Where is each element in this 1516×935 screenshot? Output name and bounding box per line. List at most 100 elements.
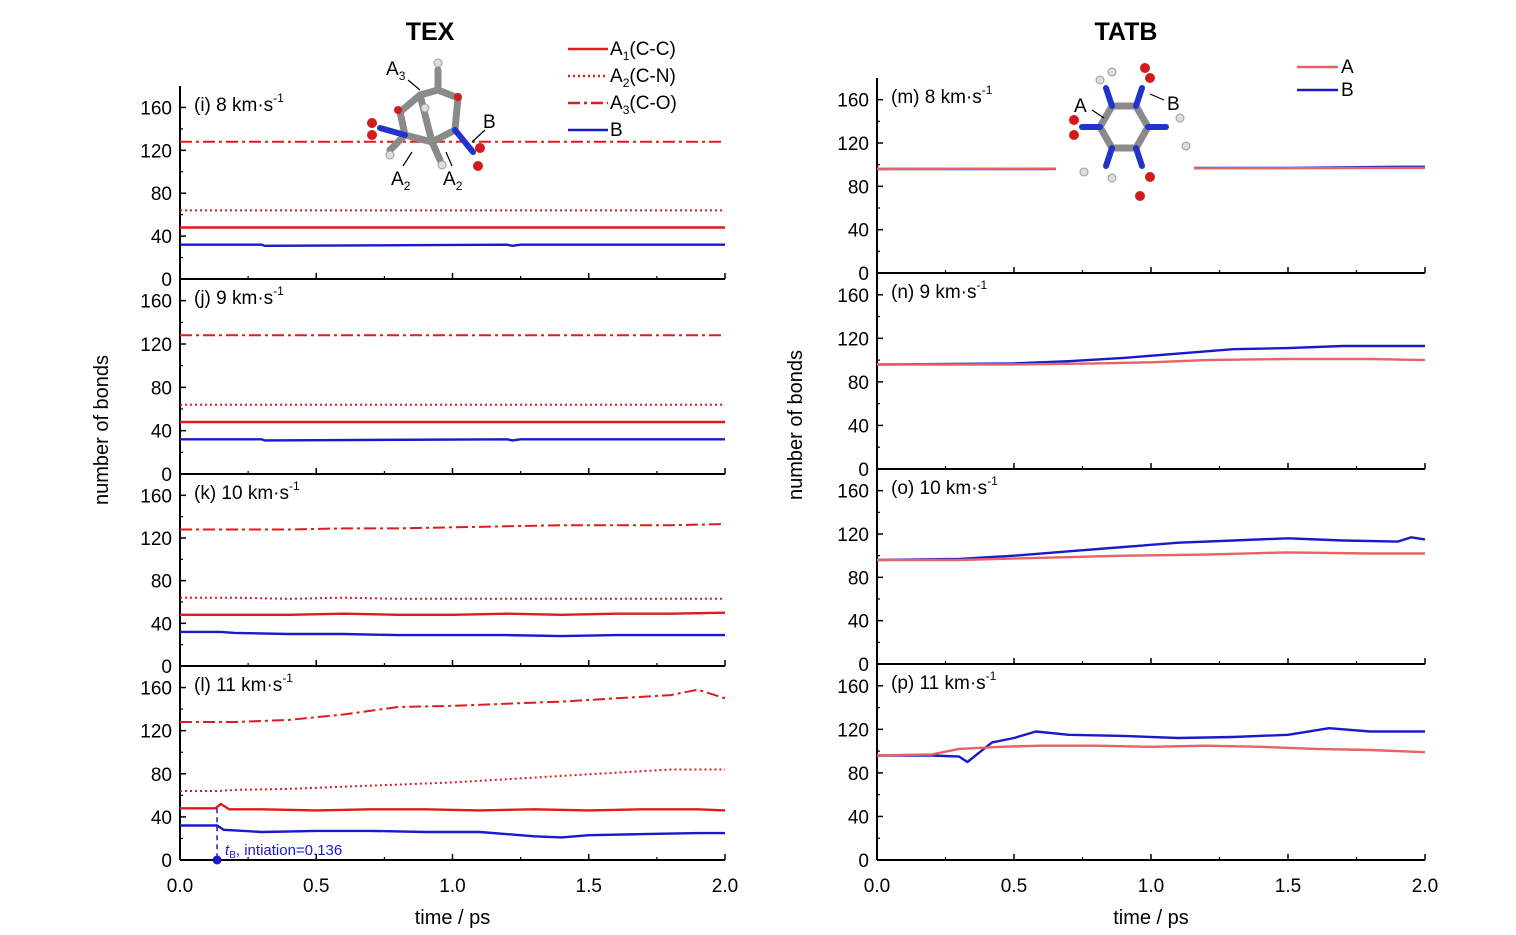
y-tick-label: 0 bbox=[858, 655, 869, 676]
x-tick-label: 1.0 bbox=[439, 876, 465, 897]
y-tick-label: 80 bbox=[151, 765, 172, 786]
y-tick-label: 40 bbox=[848, 612, 869, 633]
y-tick-label: 120 bbox=[837, 720, 869, 741]
legend-label: A bbox=[1341, 57, 1354, 78]
y-tick-label: 120 bbox=[837, 329, 869, 350]
tatb-column-title: TATB bbox=[1095, 18, 1158, 46]
x-tick-label: 2.0 bbox=[1412, 876, 1438, 897]
legend-item: B bbox=[1297, 80, 1354, 101]
legend-item: A2(C-N) bbox=[568, 66, 676, 90]
panel-tex-10: 0 40 80 120 160 (k) 10 km·s-1 bbox=[140, 474, 726, 678]
y-tick-label: 160 bbox=[140, 486, 172, 507]
panel-label: (p) 11 km·s-1 bbox=[891, 669, 997, 694]
tex-ylabel: number of bonds bbox=[91, 355, 113, 505]
y-tick-label: 40 bbox=[151, 227, 172, 248]
legend-item: A bbox=[1297, 57, 1354, 78]
panel-label: (i) 8 km·s-1 bbox=[194, 91, 284, 116]
legend-label: B bbox=[1341, 80, 1354, 101]
y-tick-label: 120 bbox=[140, 141, 172, 162]
initiation-annotation: tB, intiation=0.136 bbox=[225, 842, 342, 861]
series-line-a1-c-c- bbox=[180, 802, 726, 812]
series-line-b bbox=[180, 243, 725, 247]
y-tick-label: 80 bbox=[848, 568, 869, 589]
y-tick-label: 160 bbox=[140, 292, 172, 313]
tex-molecule-image: A3 B A2 A2 bbox=[367, 58, 496, 193]
y-tick-label: 40 bbox=[151, 422, 172, 443]
series-line-a bbox=[877, 551, 1425, 562]
y-tick-label: 0 bbox=[858, 851, 869, 872]
series-line-b bbox=[180, 824, 725, 839]
legend-label: A2(C-N) bbox=[610, 66, 676, 90]
y-tick-label: 80 bbox=[848, 764, 869, 785]
y-tick-label: 80 bbox=[151, 184, 172, 205]
y-tick-label: 40 bbox=[848, 416, 869, 437]
panel-tatb-10: 0 40 80 120 160 (o) 10 km·s-1 bbox=[837, 469, 1426, 676]
legend-item: A3(C-O) bbox=[568, 93, 677, 117]
y-tick-label: 120 bbox=[837, 134, 869, 155]
x-tick-label: 1.0 bbox=[1138, 876, 1164, 897]
series-line-b bbox=[876, 536, 1426, 562]
panel-tex-9: 0 40 80 120 160 (j) 9 km·s-1 bbox=[140, 279, 726, 486]
y-tick-label: 120 bbox=[140, 335, 172, 356]
y-tick-label: 160 bbox=[140, 98, 172, 119]
y-tick-label: 160 bbox=[140, 679, 172, 700]
legend-item: B bbox=[568, 120, 623, 141]
x-tick-label: 0.5 bbox=[1001, 876, 1027, 897]
panel-label: (o) 10 km·s-1 bbox=[891, 474, 998, 499]
series-line-a bbox=[876, 744, 1426, 757]
legend-label: B bbox=[610, 120, 623, 141]
y-tick-label: 0 bbox=[858, 460, 869, 481]
tex-mol-label-a3: A3 bbox=[386, 59, 406, 83]
y-tick-label: 40 bbox=[151, 614, 172, 635]
series-line-a3-c-o- bbox=[180, 523, 726, 531]
x-axis-label: time / ps bbox=[1113, 907, 1189, 929]
panel-label: (n) 9 km·s-1 bbox=[891, 278, 987, 303]
y-tick-label: 0 bbox=[161, 270, 172, 291]
series-line-a2-c-n- bbox=[180, 768, 725, 792]
y-tick-label: 80 bbox=[848, 177, 869, 198]
series-line-a1-c-c- bbox=[180, 611, 726, 616]
y-tick-label: 120 bbox=[140, 529, 172, 550]
y-tick-label: 160 bbox=[837, 677, 869, 698]
x-tick-label: 0.0 bbox=[864, 876, 890, 897]
series-line-a3-c-o- bbox=[180, 688, 726, 723]
y-tick-label: 160 bbox=[837, 482, 869, 503]
initiation-marker-dot bbox=[212, 855, 222, 865]
panel-tatb-11: 0 40 80 120 160 0.0 0.5 1.0 1.5 2.0 time / ps (p) 1… bbox=[837, 664, 1438, 929]
tex-mol-label-a2-right: A2 bbox=[443, 169, 463, 193]
y-tick-label: 0 bbox=[161, 465, 172, 486]
tex-mol-label-a2-left: A2 bbox=[391, 169, 411, 193]
y-tick-label: 80 bbox=[848, 373, 869, 394]
y-tick-label: 80 bbox=[151, 572, 172, 593]
x-tick-label: 1.5 bbox=[1275, 876, 1301, 897]
x-axis-label: time / ps bbox=[415, 907, 491, 929]
y-tick-label: 120 bbox=[837, 525, 869, 546]
series-line-b bbox=[876, 344, 1425, 366]
y-tick-label: 0 bbox=[161, 851, 172, 872]
panel-label: (j) 9 km·s-1 bbox=[194, 284, 284, 309]
y-tick-label: 80 bbox=[151, 378, 172, 399]
y-tick-label: 40 bbox=[151, 808, 172, 829]
panel-label: (m) 8 km·s-1 bbox=[891, 83, 993, 108]
panel-tatb-9: 0 40 80 120 160 (n) 9 km·s-1 bbox=[837, 273, 1426, 481]
legend-item: A1(C-C) bbox=[568, 39, 676, 63]
series-line-b bbox=[180, 630, 725, 638]
x-tick-label: 0.5 bbox=[303, 876, 329, 897]
series-line-b bbox=[877, 727, 1425, 764]
tatb-mol-label-a: A bbox=[1074, 96, 1087, 117]
y-tick-label: 120 bbox=[140, 722, 172, 743]
series-line-b bbox=[180, 438, 725, 442]
legend-label: A1(C-C) bbox=[610, 39, 676, 63]
tatb-mol-label-b: B bbox=[1167, 94, 1180, 115]
panel-tex-8: 0 40 80 120 160 (i) 8 km·s-1 bbox=[140, 86, 726, 291]
series-line-a2-c-n- bbox=[180, 596, 725, 600]
tatb-molecule-image: A B bbox=[1056, 60, 1194, 201]
tex-column-title: TEX bbox=[406, 18, 455, 46]
panel-tex-11: 0 40 80 120 160 0.0 0.5 1.0 1.5 2.0 time / ps (l) 1… bbox=[140, 666, 738, 929]
y-tick-label: 40 bbox=[848, 221, 869, 242]
series-line-a bbox=[877, 357, 1426, 366]
x-tick-label: 0.0 bbox=[167, 876, 193, 897]
tatb-ylabel: number of bonds bbox=[785, 350, 807, 500]
y-tick-label: 0 bbox=[858, 264, 869, 285]
